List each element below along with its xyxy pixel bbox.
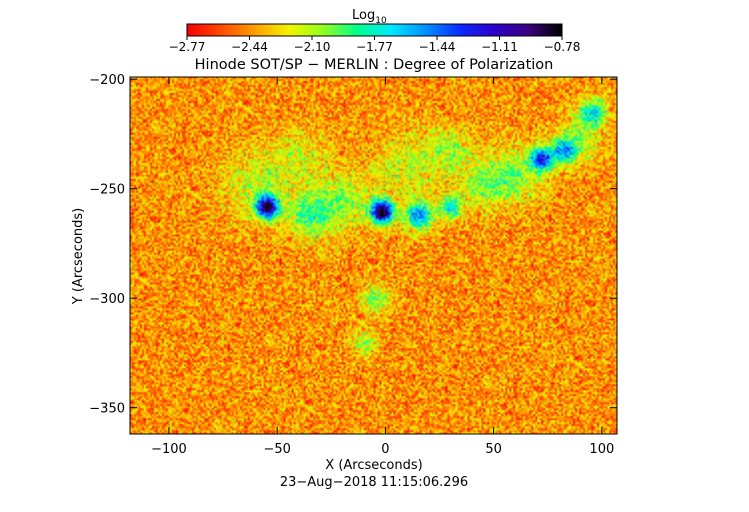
colorbar-tick-label: −1.77 — [356, 40, 393, 54]
heatmap-area — [129, 76, 618, 435]
x-tick-label: −50 — [263, 442, 290, 457]
colorbar-tick-label: −2.10 — [294, 40, 331, 54]
plot-frame — [129, 76, 618, 435]
x-axis: −100 −50 0 50 100 — [151, 77, 614, 457]
colorbar-tick-label: −1.44 — [419, 40, 456, 54]
y-tick-label: −250 — [89, 183, 125, 198]
colorbar: Log10 −2.77 −2.44 −2.10 −1.77 −1.44 −1.11 −0.7… — [169, 8, 581, 54]
x-tick-label: −100 — [151, 442, 187, 457]
x-tick-label: 100 — [589, 442, 614, 457]
heatmap-image — [130, 77, 617, 434]
x-tick-label: 0 — [381, 442, 389, 457]
y-axis-label: Y (Arcseconds) — [71, 208, 86, 305]
colorbar-tick-label: −2.77 — [169, 40, 206, 54]
colorbar-tick-label: −1.11 — [481, 40, 518, 54]
y-tick-label: −200 — [89, 73, 125, 88]
x-axis-label: X (Arcseconds) — [325, 458, 422, 473]
colorbar-gradient — [186, 23, 563, 37]
x-tick-label: 50 — [485, 442, 502, 457]
y-tick-label: −350 — [89, 402, 125, 417]
y-tick-label: −300 — [89, 292, 125, 307]
chart-title: Hinode SOT/SP − MERLIN : Degree of Polar… — [195, 57, 554, 73]
colorbar-tick-label: −2.44 — [231, 40, 268, 54]
colorbar-tick-label: −0.78 — [544, 40, 581, 54]
y-axis: −350 −300 −250 −200 — [89, 73, 617, 417]
colorbar-label: Log10 — [352, 8, 387, 26]
timestamp: 23−Aug−2018 11:15:06.296 — [280, 475, 468, 490]
